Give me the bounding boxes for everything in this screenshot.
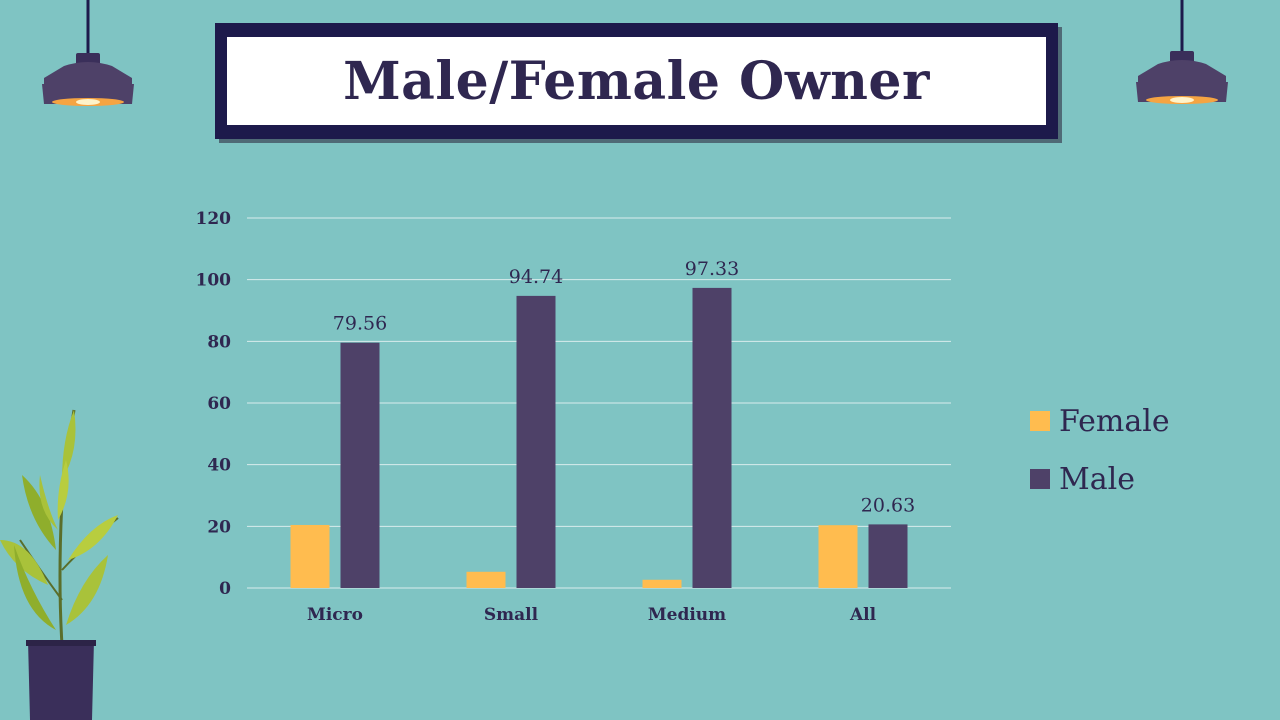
bar-female-micro	[290, 524, 330, 588]
legend-item-female: Female	[1030, 392, 1170, 450]
data-label: 79.56	[333, 313, 387, 335]
x-tick-label: Small	[484, 605, 539, 625]
bar-female-all	[818, 525, 858, 588]
data-label: 94.74	[509, 266, 563, 288]
legend-swatch-female	[1030, 411, 1050, 431]
chart-legend: Female Male	[1030, 392, 1170, 508]
y-tick-label: 120	[196, 209, 232, 229]
data-label: 97.33	[685, 258, 739, 280]
legend-label-female: Female	[1059, 403, 1170, 439]
title-panel: Male/Female Owner	[227, 37, 1046, 125]
chart-title: Male/Female Owner	[343, 50, 930, 112]
x-tick-label: All	[849, 605, 877, 625]
legend-item-male: Male	[1030, 450, 1170, 508]
x-tick-label: Micro	[307, 605, 363, 625]
bar-female-small	[466, 571, 506, 588]
y-tick-label: 100	[196, 271, 232, 291]
potted-plant-icon	[0, 409, 119, 720]
left-pendant-lamp-icon	[42, 0, 134, 106]
legend-label-male: Male	[1059, 461, 1135, 497]
bar-female-medium	[642, 579, 682, 588]
y-tick-label: 40	[207, 456, 231, 476]
y-tick-label: 60	[207, 394, 231, 414]
y-tick-label: 80	[207, 332, 231, 352]
data-label: 20.63	[861, 494, 915, 516]
x-tick-label: Medium	[648, 605, 726, 625]
bar-male-medium	[692, 287, 732, 588]
y-tick-label: 20	[207, 517, 231, 537]
y-tick-label: 0	[219, 579, 231, 599]
bar-male-micro	[340, 342, 380, 588]
bar-male-all	[868, 524, 908, 588]
bar-male-small	[516, 295, 556, 588]
legend-swatch-male	[1030, 469, 1050, 489]
right-pendant-lamp-icon	[1136, 0, 1228, 104]
title-banner: Male/Female Owner	[215, 23, 1058, 139]
